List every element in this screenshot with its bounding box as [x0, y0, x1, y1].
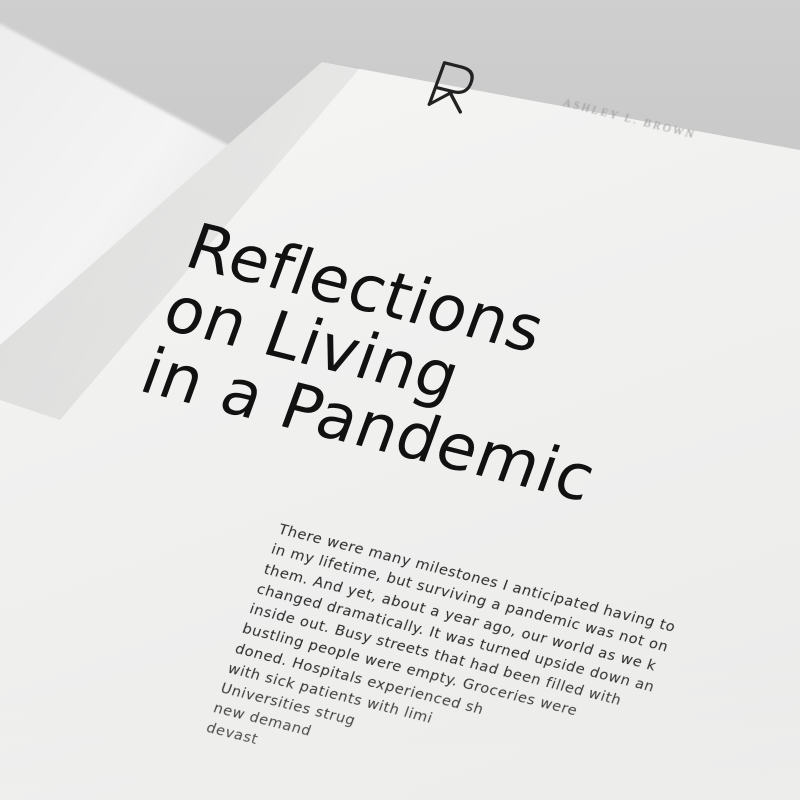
logo-r-icon [427, 61, 474, 114]
article-body: There were many milestones I anticipated… [203, 520, 787, 800]
running-head-author: ASHLEY L. BROWN [561, 96, 698, 142]
article-title: Reflections on Living in a Pandemic [131, 211, 649, 517]
